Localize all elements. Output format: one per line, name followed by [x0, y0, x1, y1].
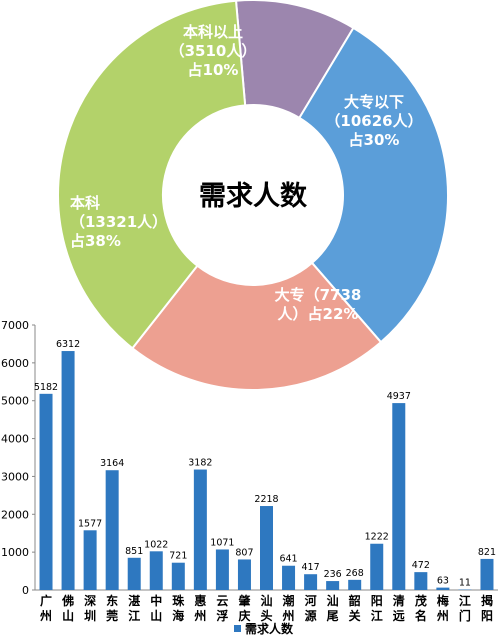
bar-value-label-3: 3164	[100, 458, 124, 469]
x-category-label-10: 汕头	[260, 593, 272, 623]
bar-14	[348, 579, 362, 590]
bar-1	[61, 351, 75, 590]
bar-17	[414, 572, 428, 590]
bar-4	[127, 557, 141, 590]
bar-5	[149, 551, 163, 590]
bar-15	[370, 543, 384, 590]
x-category-label-7: 惠州	[193, 593, 206, 623]
x-category-label-11: 潮州	[282, 593, 295, 623]
x-category-label-3: 东莞	[106, 593, 118, 623]
x-category-label-17: 茂名	[415, 593, 427, 623]
bar-value-label-13: 236	[324, 569, 342, 580]
legend-label: 需求人数	[245, 621, 294, 636]
y-tick-label: 5000	[1, 395, 29, 408]
bar-3	[105, 470, 119, 590]
bar-value-label-16: 4937	[387, 391, 411, 402]
bar-value-label-15: 1222	[365, 532, 389, 543]
pie-slice-label-0-0: 本科以上	[183, 23, 243, 41]
bar-2	[83, 530, 97, 590]
bar-value-label-5: 1022	[144, 539, 168, 550]
y-tick-label: 6000	[1, 357, 29, 370]
x-category-label-9: 肇庆	[237, 593, 251, 623]
pie-center-title: 需求人数	[199, 181, 308, 212]
pie-slice-1	[297, 26, 449, 344]
bar-value-label-20: 821	[478, 547, 496, 558]
pie-slice-label-2-1: 人）占22%	[278, 305, 359, 323]
bar-value-label-2: 1577	[78, 518, 102, 529]
bar-0	[39, 393, 53, 590]
legend-swatch	[234, 625, 241, 632]
x-category-label-5: 中山	[150, 593, 162, 623]
bar-9	[237, 559, 251, 590]
y-tick-label: 7000	[1, 319, 29, 332]
x-category-label-1: 佛山	[61, 593, 74, 623]
y-tick-label: 1000	[1, 546, 29, 559]
pie-slice-label-1-0: 大专以下	[344, 93, 404, 111]
pie-slice-label-3-1: （13321人）	[70, 213, 167, 231]
bar-value-label-1: 6312	[56, 339, 80, 350]
bar-value-label-14: 268	[346, 568, 364, 579]
bar-value-label-6: 721	[169, 551, 187, 562]
bar-7	[193, 469, 207, 590]
pie-slice-label-2-0: 大专（7738	[275, 286, 362, 304]
pie-slice-label-0-1: （3510人）	[170, 42, 257, 60]
x-category-label-6: 珠海	[172, 593, 185, 623]
x-category-label-15: 阳江	[371, 593, 383, 623]
bar-value-label-18: 63	[437, 576, 449, 587]
x-category-label-12: 河源	[304, 593, 317, 623]
pie-slice-label-0-2: 占10%	[188, 61, 239, 79]
y-tick-label: 0	[22, 584, 29, 597]
y-tick-label: 2000	[1, 508, 29, 521]
x-category-label-0: 广州	[39, 593, 52, 623]
pie-slice-label-3-2: 占38%	[70, 232, 121, 250]
bar-value-label-17: 472	[412, 560, 430, 571]
bar-16	[392, 403, 406, 590]
y-tick-label: 3000	[1, 470, 29, 483]
pie-slice-2	[131, 261, 383, 391]
x-category-label-13: 汕尾	[327, 593, 339, 623]
x-category-label-19: 江门	[459, 593, 471, 623]
bar-18	[436, 587, 450, 590]
x-category-label-4: 湛江	[128, 593, 140, 623]
bar-value-label-19: 11	[459, 578, 471, 589]
bar-value-label-10: 2218	[254, 494, 278, 505]
bar-value-label-0: 5182	[34, 382, 58, 393]
bar-value-label-9: 807	[235, 547, 253, 558]
x-category-label-20: 揭阳	[481, 593, 493, 623]
x-category-label-14: 韶关	[349, 593, 361, 623]
x-category-label-8: 云浮	[216, 594, 228, 623]
bar-8	[215, 549, 229, 590]
bar-10	[260, 506, 273, 590]
x-category-label-18: 梅州	[436, 593, 449, 623]
bar-12	[304, 574, 318, 590]
pie-slice-3	[57, 0, 247, 350]
bar-value-label-7: 3182	[188, 458, 212, 469]
bar-6	[171, 562, 185, 590]
bar-value-label-11: 641	[279, 554, 297, 565]
pie-slice-label-1-2: 占30%	[349, 131, 400, 149]
bar-11	[282, 565, 296, 590]
x-category-label-16: 清远	[393, 593, 405, 623]
x-category-label-2: 深圳	[84, 593, 96, 623]
bar-20	[480, 558, 494, 590]
bar-value-label-12: 417	[302, 562, 320, 573]
bar-value-label-4: 851	[125, 546, 143, 557]
bar-13	[326, 581, 340, 590]
y-tick-label: 4000	[1, 433, 29, 446]
pie-slice-label-3-0: 本科	[70, 194, 100, 212]
pie-slice-label-1-1: （10626人）	[325, 112, 422, 130]
bar-value-label-8: 1071	[210, 537, 234, 548]
